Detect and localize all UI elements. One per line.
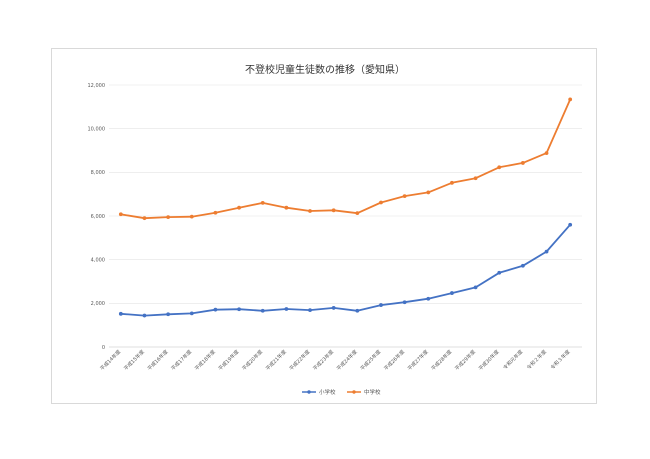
x-tick-label: 平成17年度: [170, 348, 194, 372]
data-point: [237, 205, 241, 210]
data-point: [402, 194, 407, 199]
x-tick-label: 平成14年度: [99, 348, 123, 372]
data-point: [520, 263, 525, 268]
data-point: [331, 208, 336, 213]
chart-svg: 不登校児童生徒数の推移（愛知県） 0 2,000 4,000 6,000 8,000 10…: [88, 63, 582, 396]
x-tick-label: 平成27年度: [406, 348, 430, 372]
x-tick-label: 平成15年度: [122, 348, 146, 372]
data-point: [544, 249, 549, 254]
x-tick-label: 平成25年度: [359, 348, 383, 372]
data-point: [497, 165, 502, 170]
data-point: [142, 313, 147, 318]
legend-label: 中学校: [364, 388, 381, 396]
legend-marker: [307, 390, 311, 394]
data-point: [118, 212, 123, 217]
series-group: [118, 97, 573, 318]
x-tick-label: 平成26年度: [382, 348, 406, 372]
x-tick-label: 平成23年度: [311, 348, 335, 372]
x-tick-label: 平成16年度: [146, 348, 170, 372]
x-tick-label: 平成29年度: [453, 348, 477, 372]
data-point: [308, 209, 312, 213]
data-point: [166, 215, 171, 219]
data-point: [189, 311, 194, 316]
legend: 小学校 中学校: [302, 388, 381, 396]
y-axis-ticks: 0 2,000 4,000 6,000 8,000 10,000 12,000: [88, 83, 106, 351]
data-point: [331, 306, 336, 310]
x-tick-label: 平成19年度: [217, 348, 241, 372]
legend-label: 小学校: [319, 388, 336, 396]
chart-frame: 不登校児童生徒数の推移（愛知県） 0 2,000 4,000 6,000 8,000 10…: [51, 48, 597, 404]
x-tick-label: 令和２年度: [525, 348, 548, 371]
data-point: [426, 190, 431, 195]
y-tick-label: 10,000: [88, 126, 106, 132]
data-point: [473, 176, 478, 181]
data-point: [426, 296, 431, 301]
x-tick-label: 令和３年度: [549, 348, 572, 371]
data-point: [520, 161, 525, 165]
series-line-1: [120, 99, 572, 220]
x-axis-ticks: 平成14年度 平成15年度 平成16年度 平成17年度 平成18年度 平成19年度 平成20…: [99, 348, 572, 372]
data-point: [142, 216, 147, 221]
y-tick-label: 6,000: [91, 214, 105, 220]
data-point: [450, 291, 454, 295]
y-tick-label: 4,000: [91, 257, 105, 263]
data-point: [166, 312, 171, 317]
x-tick-label: 平成28年度: [430, 348, 454, 372]
x-tick-label: 令和元年度: [502, 348, 525, 371]
data-point: [473, 285, 478, 290]
chart-title: 不登校児童生徒数の推移（愛知県）: [245, 63, 405, 76]
x-tick-label: 平成21年度: [264, 348, 288, 372]
data-point: [568, 97, 573, 102]
y-tick-label: 12,000: [88, 83, 106, 89]
data-point: [379, 303, 383, 307]
y-tick-label: 8,000: [91, 170, 105, 176]
x-tick-label: 平成18年度: [193, 348, 217, 372]
data-point: [568, 222, 573, 227]
data-point: [355, 308, 360, 313]
data-point: [402, 300, 407, 305]
data-point: [379, 200, 383, 205]
series-line-0: [120, 224, 571, 317]
data-point: [189, 214, 194, 219]
data-point: [237, 307, 241, 312]
x-tick-label: 平成22年度: [288, 348, 312, 372]
data-point: [355, 211, 360, 216]
y-tick-label: 2,000: [91, 301, 105, 307]
data-point: [118, 311, 123, 316]
data-point: [284, 307, 289, 311]
data-point: [260, 201, 265, 205]
data-point: [497, 270, 502, 275]
x-tick-label: 平成24年度: [335, 348, 359, 372]
x-tick-label: 平成30年度: [477, 348, 501, 372]
data-point: [450, 180, 454, 185]
data-point: [213, 307, 218, 312]
y-tick-label: 0: [102, 345, 105, 351]
data-point: [308, 308, 312, 313]
legend-marker: [352, 390, 356, 394]
data-point: [544, 151, 549, 156]
data-point: [284, 205, 289, 210]
data-point: [213, 210, 218, 215]
x-tick-label: 平成20年度: [241, 348, 265, 372]
data-point: [260, 308, 265, 313]
